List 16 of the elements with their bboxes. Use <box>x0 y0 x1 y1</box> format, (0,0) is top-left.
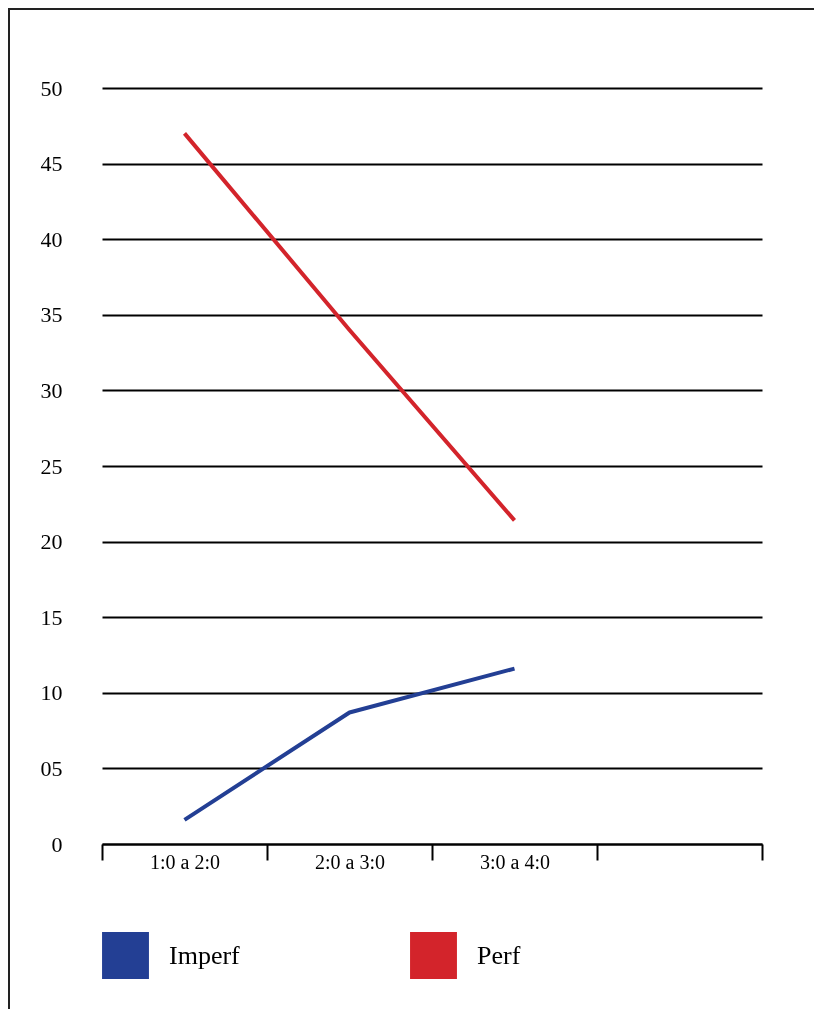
y-tick-label: 30 <box>40 377 63 403</box>
y-tick-label: 0 <box>51 831 63 857</box>
y-tick-label: 20 <box>40 529 63 555</box>
y-tick-label: 05 <box>40 755 63 781</box>
y-tick-label: 50 <box>40 75 63 101</box>
y-tick-label: 35 <box>40 302 63 328</box>
y-tick-label: 45 <box>40 151 63 177</box>
y-tick-label: 15 <box>40 604 63 630</box>
x-tick-label: 3:0 a 4:0 <box>480 850 550 873</box>
x-tick-label: 2:0 a 3:0 <box>315 850 385 873</box>
y-tick-label: 40 <box>40 226 63 252</box>
legend-label: Imperf <box>169 940 241 970</box>
legend-label: Perf <box>477 940 521 970</box>
y-tick-label: 10 <box>40 680 63 706</box>
x-tick-label: 1:0 a 2:0 <box>150 850 220 873</box>
y-tick-label: 25 <box>40 453 63 479</box>
